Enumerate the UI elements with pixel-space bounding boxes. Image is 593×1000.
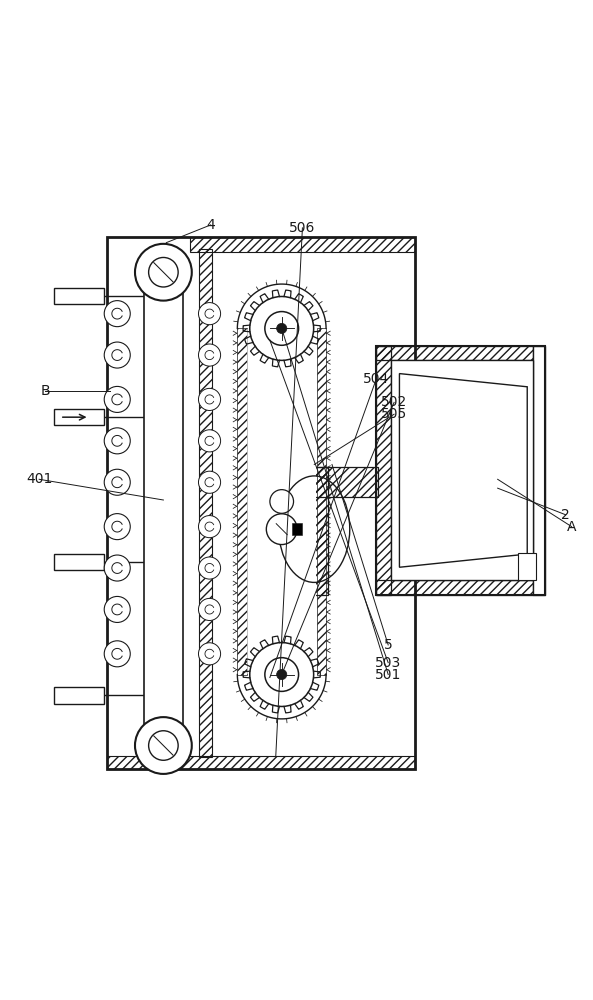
Circle shape xyxy=(199,430,221,452)
Circle shape xyxy=(104,342,130,368)
Text: 5: 5 xyxy=(384,638,393,652)
Circle shape xyxy=(104,555,130,581)
Circle shape xyxy=(104,514,130,540)
Circle shape xyxy=(265,312,298,345)
Circle shape xyxy=(199,344,221,366)
Circle shape xyxy=(104,386,130,412)
Bar xyxy=(313,467,378,497)
Bar xyxy=(317,328,326,675)
Circle shape xyxy=(199,598,221,621)
Circle shape xyxy=(104,641,130,667)
Text: 2: 2 xyxy=(562,508,570,522)
Circle shape xyxy=(135,244,192,301)
Circle shape xyxy=(266,514,297,545)
Circle shape xyxy=(104,596,130,622)
Polygon shape xyxy=(400,374,527,567)
Text: 401: 401 xyxy=(26,472,52,486)
Bar xyxy=(107,756,415,769)
Circle shape xyxy=(199,388,221,410)
Circle shape xyxy=(104,469,130,495)
Bar xyxy=(54,554,104,570)
Text: 506: 506 xyxy=(289,221,315,235)
Circle shape xyxy=(199,557,221,579)
Circle shape xyxy=(277,669,287,680)
Circle shape xyxy=(199,643,221,665)
Bar xyxy=(107,237,415,769)
Circle shape xyxy=(199,303,221,325)
Text: 502: 502 xyxy=(381,395,407,409)
FancyBboxPatch shape xyxy=(247,329,316,674)
Circle shape xyxy=(250,643,314,706)
Bar xyxy=(391,360,533,580)
Circle shape xyxy=(277,323,287,333)
Bar xyxy=(377,346,533,360)
Bar xyxy=(292,523,302,535)
Bar xyxy=(190,237,415,252)
Bar xyxy=(199,249,212,757)
Text: 505: 505 xyxy=(381,407,407,421)
Bar xyxy=(377,346,545,595)
Bar xyxy=(54,288,104,304)
Text: A: A xyxy=(567,520,576,534)
Circle shape xyxy=(199,516,221,538)
Bar xyxy=(313,467,328,595)
Circle shape xyxy=(270,490,294,513)
Text: 501: 501 xyxy=(375,668,401,682)
Circle shape xyxy=(149,731,178,760)
Bar xyxy=(518,553,536,580)
Bar xyxy=(533,346,545,595)
Bar xyxy=(54,687,104,704)
Text: 504: 504 xyxy=(364,372,390,386)
Text: 4: 4 xyxy=(206,218,215,232)
Text: 503: 503 xyxy=(375,656,401,670)
Circle shape xyxy=(250,296,314,360)
Circle shape xyxy=(104,428,130,454)
Bar xyxy=(144,272,183,746)
Bar xyxy=(54,409,104,425)
Circle shape xyxy=(149,257,178,287)
Circle shape xyxy=(199,471,221,493)
Circle shape xyxy=(135,717,192,774)
Bar xyxy=(377,346,391,595)
Circle shape xyxy=(104,301,130,327)
Circle shape xyxy=(273,521,290,538)
Text: B: B xyxy=(40,384,50,398)
Circle shape xyxy=(265,658,298,691)
Bar xyxy=(377,580,533,595)
Bar xyxy=(237,328,247,675)
